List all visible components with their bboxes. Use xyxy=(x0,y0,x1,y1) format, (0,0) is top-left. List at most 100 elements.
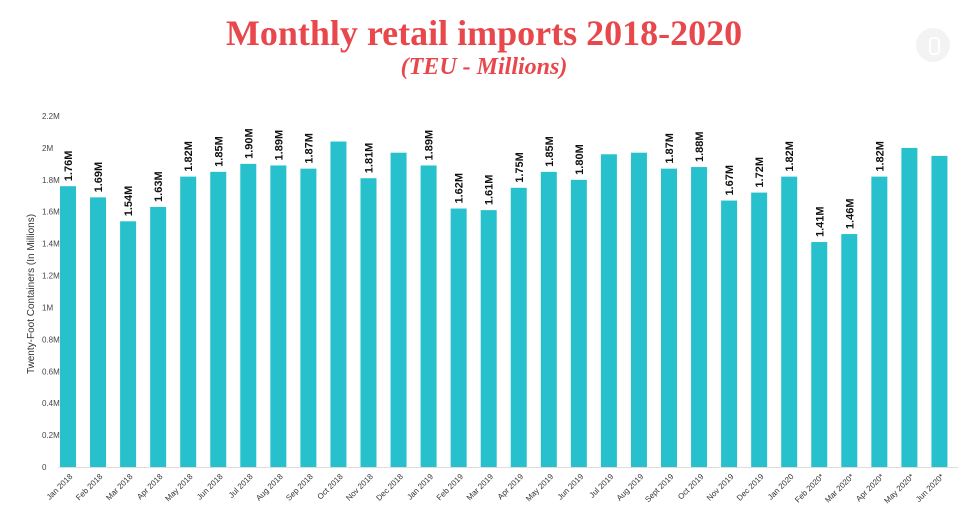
bar xyxy=(841,234,858,467)
x-tick-label: Oct 2019 xyxy=(676,472,706,502)
data-label: 1.87M xyxy=(303,133,315,164)
x-tick-label: Oct 2018 xyxy=(316,472,346,502)
data-label: 1.87M xyxy=(664,133,676,164)
bar xyxy=(390,152,407,468)
data-label: 1.72M xyxy=(754,157,766,188)
data-label: 1.81M xyxy=(364,143,376,174)
bar xyxy=(751,192,768,467)
data-label: 1.75M xyxy=(514,152,526,183)
y-tick-label: 0.6M xyxy=(42,367,60,376)
bar xyxy=(180,176,197,468)
bar xyxy=(871,176,888,468)
x-tick-label: Jan 2019 xyxy=(405,472,435,502)
data-label: 1.41M xyxy=(814,206,826,237)
x-tick-label: Dec 2019 xyxy=(735,472,766,503)
x-tick-label: May 2020* xyxy=(882,472,915,505)
bar xyxy=(540,171,557,467)
data-label: 1.62M xyxy=(454,173,466,204)
x-tick-label: Dec 2018 xyxy=(374,472,405,503)
data-label: 1.88M xyxy=(694,131,706,162)
x-tick-label: Mar 2019 xyxy=(465,472,496,503)
data-label: 1.82M xyxy=(784,141,796,172)
x-tick-label: Sep 2018 xyxy=(284,472,315,503)
x-tick-label: Jan 2018 xyxy=(45,472,75,502)
data-label: 1.90M xyxy=(243,128,255,159)
x-tick-label: Nov 2018 xyxy=(344,472,375,503)
data-label: 1.69M xyxy=(93,162,105,193)
x-tick-label: Jan 2020 xyxy=(766,472,796,502)
bar xyxy=(510,187,527,467)
x-tick-label: Apr 2019 xyxy=(496,472,526,502)
data-label: 1.67M xyxy=(724,165,736,196)
x-tick-label: Apr 2018 xyxy=(135,472,165,502)
data-label: 1.76M xyxy=(63,151,75,182)
data-label: 1.89M xyxy=(273,130,285,161)
y-tick-label: 1.6M xyxy=(42,208,60,217)
y-tick-label: 0.4M xyxy=(42,399,60,408)
x-tick-label: Feb 2019 xyxy=(435,472,466,503)
x-tick-label: Sept 2019 xyxy=(643,472,676,505)
bar xyxy=(781,176,798,468)
bar xyxy=(300,168,317,467)
bar xyxy=(570,179,587,467)
data-label: 1.61M xyxy=(484,175,496,206)
bar xyxy=(150,206,167,467)
x-tick-label: Jun 2019 xyxy=(556,472,586,502)
y-tick-label: 0.8M xyxy=(42,335,60,344)
y-tick-label: 1.8M xyxy=(42,176,60,185)
y-tick-label: 2.2M xyxy=(42,112,60,121)
bar xyxy=(360,178,377,468)
x-tick-label: May 2019 xyxy=(524,472,556,504)
x-tick-label: Mar 2020* xyxy=(823,472,855,504)
chart-title: Monthly retail imports 2018-2020 xyxy=(225,13,743,53)
bar xyxy=(450,208,467,467)
bar xyxy=(210,171,227,467)
bar xyxy=(811,242,828,467)
x-tick-label: Jun 2018 xyxy=(195,472,225,502)
x-tick-label: Feb 2018 xyxy=(74,472,105,503)
y-axis-label: Twenty-Foot Containers (In Millions) xyxy=(26,214,37,374)
chart-subtitle: (TEU - Millions) xyxy=(400,54,568,80)
bar xyxy=(240,163,257,467)
x-tick-label: Mar 2018 xyxy=(104,472,135,503)
bar xyxy=(270,165,287,467)
bar xyxy=(661,168,677,467)
data-label: 1.80M xyxy=(574,144,586,175)
data-label: 1.89M xyxy=(424,130,436,161)
bar xyxy=(721,200,738,468)
bar xyxy=(691,167,708,467)
fullscreen-icon[interactable] xyxy=(916,28,950,62)
x-tick-label: Nov 2019 xyxy=(705,472,736,503)
x-tick-label: Aug 2018 xyxy=(254,472,285,503)
bar xyxy=(330,141,347,467)
bar xyxy=(90,197,107,468)
bar xyxy=(931,155,948,468)
bar xyxy=(480,210,497,467)
x-tick-label: May 2018 xyxy=(163,472,195,504)
bar xyxy=(901,147,918,467)
y-tick-label: 2M xyxy=(42,144,53,153)
y-tick-label: 0.2M xyxy=(42,431,60,440)
y-tick-label: 1.4M xyxy=(42,240,60,249)
x-tick-label: Jun 2020* xyxy=(914,472,946,504)
data-label: 1.46M xyxy=(844,198,856,229)
bar xyxy=(630,152,647,468)
data-label: 1.63M xyxy=(153,171,165,202)
data-label: 1.85M xyxy=(544,136,556,167)
data-label: 1.54M xyxy=(123,186,135,217)
data-label: 1.85M xyxy=(213,136,225,167)
x-tick-label: Aug 2019 xyxy=(615,472,646,503)
bar xyxy=(120,221,137,467)
data-label: 1.82M xyxy=(874,141,886,172)
y-tick-label: 0 xyxy=(42,463,47,472)
x-tick-label: Jul 2019 xyxy=(588,472,616,500)
bar xyxy=(420,165,437,467)
x-tick-label: Jul 2018 xyxy=(227,472,255,500)
y-tick-label: 1.2M xyxy=(42,272,60,281)
x-tick-label: Feb 2020* xyxy=(793,472,825,504)
x-tick-label: Apr 2020* xyxy=(854,472,886,504)
y-tick-label: 1M xyxy=(42,303,53,312)
bar xyxy=(600,154,617,468)
data-label: 1.82M xyxy=(183,141,195,172)
